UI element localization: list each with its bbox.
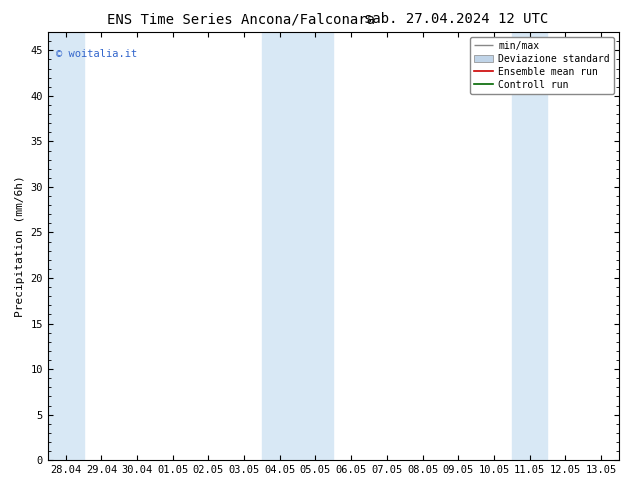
Bar	[48, 32, 84, 460]
Text: ENS Time Series Ancona/Falconara: ENS Time Series Ancona/Falconara	[107, 12, 375, 26]
Bar	[262, 32, 333, 460]
Legend: min/max, Deviazione standard, Ensemble mean run, Controll run: min/max, Deviazione standard, Ensemble m…	[470, 37, 614, 94]
Y-axis label: Precipitation (mm/6h): Precipitation (mm/6h)	[15, 175, 25, 317]
Text: © woitalia.it: © woitalia.it	[56, 49, 138, 59]
Bar	[512, 32, 547, 460]
Text: sab. 27.04.2024 12 UTC: sab. 27.04.2024 12 UTC	[365, 12, 548, 26]
